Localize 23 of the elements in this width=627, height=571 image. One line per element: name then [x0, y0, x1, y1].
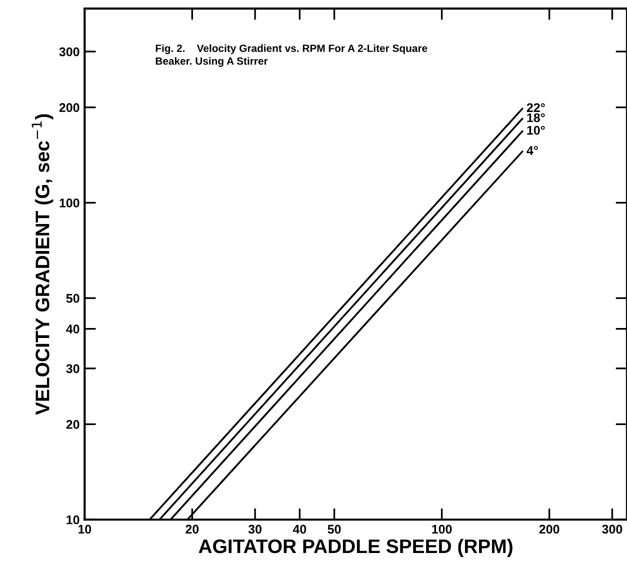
x-tick-label: 10 — [78, 524, 92, 534]
y-axis-title: VELOCITY GRADIENT (G, sec$^{−1}$) — [32, 114, 54, 415]
x-tick-label: 300 — [602, 524, 622, 534]
series-label: 22° — [526, 103, 545, 112]
y-tick-label: 100 — [60, 198, 80, 208]
y-tick-label: 10 — [66, 515, 80, 524]
x-tick-label: 20 — [186, 524, 199, 534]
y-tick-label: 50 — [66, 294, 80, 303]
x-tick-label: 100 — [432, 524, 452, 534]
x-tick-label: 30 — [248, 524, 262, 534]
y-tick-label: 20 — [66, 420, 80, 429]
y-tick-label: 40 — [66, 324, 80, 334]
x-axis-title: AGITATOR PADDLE SPEED (RPM) — [198, 538, 512, 558]
text: Fig. 2. Velocity Gradient vs. RPM For A 2-Liter Square Beaker. Using A Stirrer — [156, 44, 428, 67]
y-tick-label: 200 — [59, 103, 80, 112]
x-tick-label: 200 — [539, 524, 560, 534]
x-tick-label: 50 — [328, 524, 341, 534]
series-label: 18° — [527, 113, 545, 122]
y-tick-label: 30 — [66, 364, 80, 374]
series-label: 4° — [526, 146, 538, 155]
series-label: 10° — [527, 126, 545, 135]
y-tick-label: 300 — [59, 47, 80, 56]
x-tick-label: 40 — [292, 524, 306, 534]
